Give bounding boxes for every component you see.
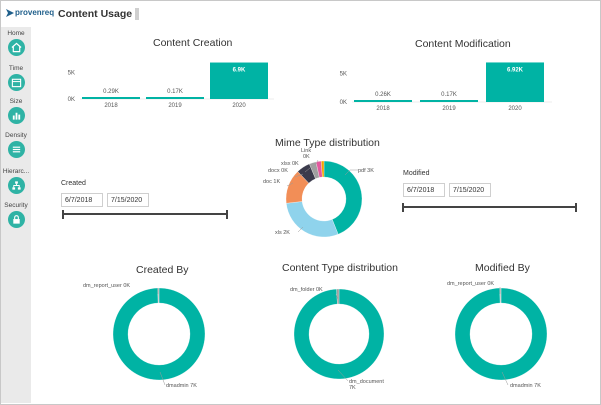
sidebar-item-label: Time: [8, 65, 24, 72]
bar-data-label: 0.29K: [103, 89, 119, 95]
sidebar-item-home[interactable]: Home: [1, 30, 31, 56]
sidebar: Home Time Size Density Hierarc... Securi…: [1, 27, 31, 403]
mime-type-title: Mime Type distribution: [275, 137, 380, 149]
bar: [82, 97, 140, 99]
bar-data-label: 6.92K: [507, 67, 524, 73]
sidebar-item-label: Security: [4, 202, 28, 209]
leader-line: [159, 371, 166, 386]
donut-slice: [454, 287, 548, 381]
bar: [486, 62, 544, 102]
x-tick-label: 2018: [104, 103, 118, 109]
x-tick-label: 2018: [376, 106, 390, 112]
created-filter-label: Created: [61, 180, 86, 187]
hierarchy-icon[interactable]: [7, 177, 25, 194]
slice-label: dmadmin 7K: [510, 383, 541, 389]
slice-label: Link: [301, 148, 311, 154]
modified-date-slider[interactable]: [402, 203, 577, 212]
page-title: Content Usage: [58, 8, 140, 20]
content-type-title: Content Type distribution: [282, 262, 398, 274]
slice-label: dm_report_user 0K: [83, 283, 130, 289]
modified-start-date-input[interactable]: 6/7/2018: [403, 183, 445, 197]
calendar-icon[interactable]: [7, 74, 25, 91]
bar: [146, 97, 204, 99]
bar-data-label: 0.26K: [375, 92, 391, 98]
bar: [354, 100, 412, 102]
leader-line: [335, 293, 339, 301]
slice-label: dm_document: [349, 379, 384, 385]
content-modification-title: Content Modification: [415, 38, 511, 50]
bar: [210, 62, 268, 99]
slice-label: xls 2K: [275, 230, 290, 236]
bar-data-label: 0.17K: [167, 89, 183, 95]
donut-slice: [321, 160, 325, 178]
y-tick-label: 5K: [68, 71, 75, 77]
leader-line: [286, 182, 294, 187]
y-tick-label: 5K: [340, 71, 347, 77]
slice-label: dm_folder 0K: [290, 287, 323, 293]
bar-chart-icon[interactable]: [7, 107, 25, 124]
created-slider-start-handle[interactable]: [62, 210, 64, 219]
slice-label: docx 0K: [268, 168, 288, 174]
leader-line: [294, 173, 304, 178]
modified-end-date-input[interactable]: 7/15/2020: [449, 183, 491, 197]
density-icon[interactable]: [7, 141, 25, 158]
sidebar-item-label: Home: [7, 30, 25, 37]
leader-line: [304, 167, 311, 173]
content-creation-title: Content Creation: [153, 37, 233, 49]
donut-slice: [112, 287, 206, 381]
home-icon[interactable]: [7, 39, 25, 56]
y-tick-label: 0K: [340, 100, 347, 106]
slice-label: xlsx 0K: [281, 161, 299, 167]
slice-value-label: 0K: [303, 154, 310, 160]
sidebar-item-security[interactable]: Security: [1, 202, 31, 228]
sidebar-item-label: Density: [5, 132, 27, 139]
slice-label: dm_report_user 0K: [447, 281, 494, 287]
created-slider-end-handle[interactable]: [226, 210, 228, 219]
app-logo: provenreq: [6, 8, 54, 17]
sidebar-item-size[interactable]: Size: [1, 98, 31, 124]
sidebar-item-time[interactable]: Time: [1, 65, 31, 91]
modified-filter-label: Modified: [403, 170, 430, 177]
bar-data-label: 6.9K: [233, 68, 246, 74]
modified-slider-end-handle[interactable]: [575, 203, 577, 212]
donut-slice: [293, 288, 385, 380]
y-tick-label: 0K: [68, 97, 75, 103]
logo-arrow-icon: [6, 8, 14, 17]
x-tick-label: 2019: [442, 106, 456, 112]
leader-line: [344, 169, 351, 176]
sidebar-item-label: Hierarc...: [2, 168, 30, 175]
created-date-slider[interactable]: [62, 210, 228, 219]
lock-icon[interactable]: [7, 211, 25, 228]
modified-slider-start-handle[interactable]: [402, 203, 404, 212]
x-tick-label: 2020: [508, 106, 522, 112]
created-end-date-input[interactable]: 7/15/2020: [107, 193, 149, 207]
leader-line: [314, 159, 319, 167]
leader-line: [501, 371, 509, 386]
leader-line: [297, 226, 304, 233]
slice-value-label: 7K: [349, 385, 356, 391]
bar: [420, 100, 478, 102]
slice-label: dmadmin 7K: [166, 383, 197, 389]
sidebar-item-label: Size: [9, 98, 23, 105]
sidebar-item-hierarchy[interactable]: Hierarc...: [1, 168, 31, 194]
leader-line: [337, 369, 349, 382]
donut-slice: [336, 288, 340, 305]
created-by-title: Created By: [136, 264, 189, 276]
logo-text: provenreq: [15, 8, 55, 17]
donut-slice: [323, 160, 363, 235]
slice-label: doc 1K: [263, 179, 280, 185]
bar-data-label: 0.17K: [441, 92, 457, 98]
slice-label: pdf 3K: [358, 168, 374, 174]
created-start-date-input[interactable]: 6/7/2018: [61, 193, 103, 207]
sidebar-item-density[interactable]: Density: [1, 132, 31, 158]
x-tick-label: 2019: [168, 103, 182, 109]
donut-slice: [286, 201, 339, 238]
x-tick-label: 2020: [232, 103, 246, 109]
modified-by-title: Modified By: [475, 262, 530, 274]
